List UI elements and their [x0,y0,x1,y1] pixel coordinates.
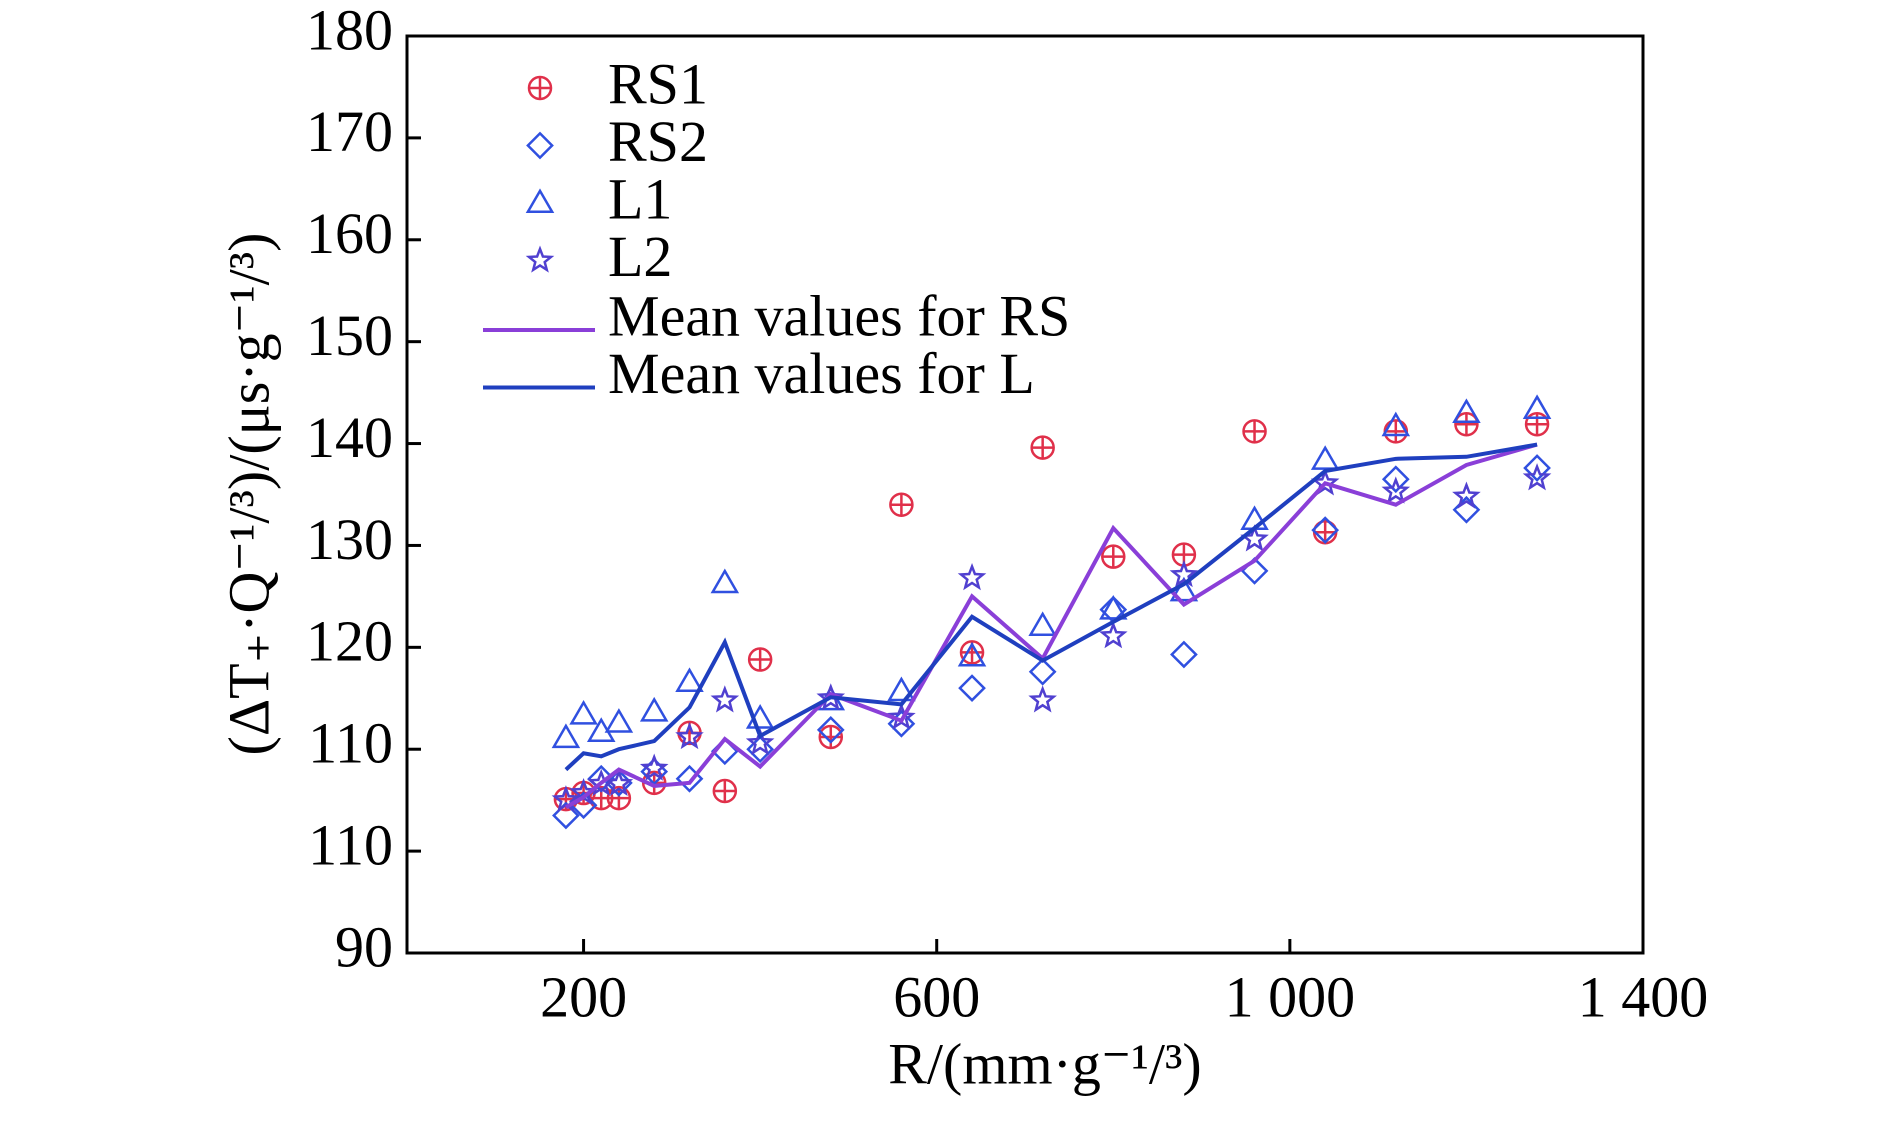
data-point [1454,411,1479,437]
mean-line [564,442,1538,810]
data-point [604,708,634,733]
legend-marker [525,188,555,214]
data-point [957,641,987,667]
data-point [958,674,986,702]
data-point [1240,524,1269,552]
y-tick-label: 110 [308,812,393,877]
data-point [1030,435,1055,460]
data-point [1098,621,1128,649]
data-point [1028,611,1057,636]
data-point [604,768,634,797]
y-tick-label: 180 [306,0,393,62]
legend-label: RS2 [608,109,708,174]
y-tick-label: 170 [306,99,393,164]
data-point [1028,657,1057,686]
data-point [1310,445,1340,470]
data-point [639,696,669,722]
data-point [1523,454,1551,482]
data-point [1099,595,1128,620]
data-point [747,647,773,672]
x-tick-label: 1 000 [1225,964,1356,1029]
x-tick-label: 200 [540,964,627,1029]
y-tick-label: 160 [306,201,393,266]
y-tick-label: 90 [335,914,393,979]
data-point [675,721,704,750]
data-point [816,715,845,744]
data-point [887,676,916,702]
x-tick-label: 600 [893,964,980,1029]
data-point [1101,544,1126,569]
data-point [1311,516,1340,545]
data-point [816,683,846,711]
x-tick-label: 1 400 [1578,964,1709,1029]
data-point [1381,476,1411,504]
data-point [1381,411,1411,437]
data-point [605,768,633,797]
data-point [675,667,704,693]
data-point [1242,419,1267,444]
data-point [1452,495,1481,524]
y-tick-label: 130 [306,507,393,572]
data-point [1028,685,1057,713]
data-point [1169,559,1199,588]
y-tick-label: 140 [306,405,393,470]
legend-label: L2 [608,224,672,289]
y-tick-label: 150 [306,303,393,368]
legend-label: Mean values for L [608,341,1035,406]
data-point [710,568,740,594]
legend-label: RS1 [608,51,708,116]
legend-marker [526,131,554,160]
data-point [745,728,775,756]
legend-label: Mean values for RS [608,283,1070,348]
legend-marker [527,75,553,101]
data-point [569,699,598,725]
mean-line [564,442,1538,772]
data-point [746,735,775,764]
data-point [710,685,740,713]
data-point [1522,463,1552,491]
data-point [818,724,844,750]
legend-marker [525,245,555,273]
data-point [889,492,914,517]
data-point [1381,465,1410,494]
data-point [712,778,738,804]
x-axis-label: R/(mm·g⁻¹/³) [888,1031,1201,1096]
data-point [1383,419,1409,444]
y-axis-label: (ΔT₊·Q⁻¹/³)/(μs·g⁻¹/³) [216,233,281,756]
data-point [1452,398,1481,424]
data-point [639,753,669,781]
y-tick-label: 110 [308,711,393,776]
data-point [606,785,632,811]
plot-frame [405,34,1645,955]
data-point [1170,640,1198,669]
data-point [1522,394,1552,419]
y-tick-label: 120 [306,609,393,674]
data-point [1452,481,1481,509]
data-point [957,563,987,591]
legend-label: L1 [608,166,672,231]
data-point [551,723,581,749]
